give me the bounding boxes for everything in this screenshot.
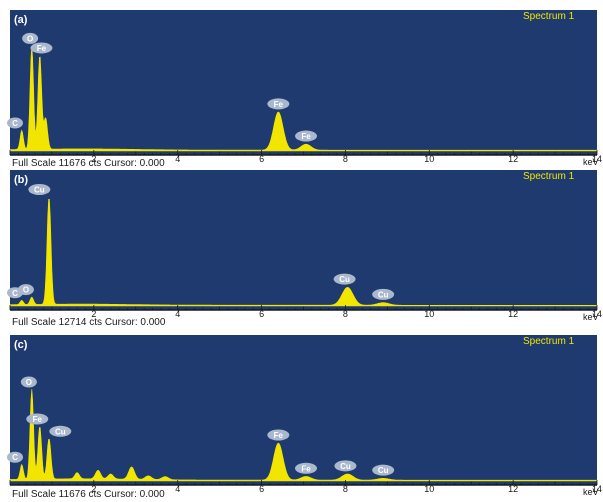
peak-label-text: Cu	[55, 427, 66, 436]
spectrum-series	[9, 389, 598, 482]
x-tick-label: 4	[175, 484, 180, 494]
x-tick-label: 14	[592, 484, 602, 494]
peak-label-fe: Fe	[295, 130, 318, 142]
peak-label-c: C	[7, 117, 23, 129]
x-tick-label: 6	[259, 154, 264, 164]
peak-label-badge	[7, 117, 23, 129]
peak-label-badge	[267, 429, 290, 441]
full-scale-readout: Full Scale 12714 cts Cursor: 0.000	[12, 317, 166, 328]
peak-label-fe: Fe	[267, 98, 290, 110]
peak-label-cu: Cu	[372, 464, 395, 476]
x-tick-label: 2	[91, 484, 96, 494]
peak-label-badge	[17, 284, 34, 296]
peak-label-cu: Cu	[333, 273, 356, 285]
x-tick-label: 6	[259, 484, 264, 494]
x-tick-label: 14	[592, 309, 602, 319]
peak-label-badge	[372, 464, 395, 476]
spectrum-title: Spectrum 1	[523, 171, 575, 182]
peak-label-badge	[20, 376, 37, 388]
peak-label-text: Fe	[274, 100, 284, 109]
peak-label-fe: Fe	[267, 429, 290, 441]
x-axis-unit: keV	[583, 157, 599, 167]
spectrum-series	[9, 45, 598, 152]
full-scale-readout: Full Scale 11676 cts Cursor: 0.000	[12, 158, 165, 169]
spectrum-title: Spectrum 1	[523, 11, 575, 22]
plot-background	[10, 335, 597, 485]
x-tick-label: 10	[424, 484, 434, 494]
peak-label-text: O	[27, 34, 33, 43]
peak-label-badge	[295, 130, 318, 142]
peak-label-text: Fe	[301, 132, 311, 141]
plot-background	[10, 170, 597, 310]
spectrum-series	[9, 199, 598, 307]
x-tick-label: 8	[343, 309, 348, 319]
panel-label: (b)	[14, 174, 28, 186]
x-tick-label: 4	[175, 154, 180, 164]
peak-label-badge	[22, 32, 39, 44]
peak-label-badge	[28, 183, 51, 195]
peak-label-text: Cu	[378, 466, 389, 475]
x-tick-label: 12	[508, 309, 518, 319]
peak-label-fe: Fe	[295, 462, 318, 474]
peak-label-cu: Cu	[334, 460, 357, 472]
peak-label-cu: Cu	[49, 425, 72, 437]
peak-label-fe: Fe	[30, 42, 53, 54]
peak-label-text: Cu	[339, 275, 350, 284]
peak-label-badge	[30, 42, 53, 54]
x-tick-label: 10	[424, 309, 434, 319]
peak-label-badge	[295, 462, 318, 474]
x-tick-label: 10	[424, 154, 434, 164]
peak-label-text: C	[12, 119, 18, 128]
x-tick-label: 6	[259, 309, 264, 319]
peak-label-text: O	[26, 378, 32, 387]
peak-label-badge	[26, 413, 49, 425]
x-axis-unit: keV	[583, 487, 599, 497]
peak-label-o: O	[22, 32, 39, 44]
peak-label-text: Fe	[301, 464, 311, 473]
peak-label-badge	[372, 288, 395, 300]
panel-label: (c)	[14, 339, 28, 351]
x-tick-label: 12	[508, 484, 518, 494]
x-tick-label: 2	[91, 154, 96, 164]
x-tick-label: 4	[175, 309, 180, 319]
peak-label-badge	[7, 451, 23, 463]
peak-label-cu: Cu	[28, 183, 51, 195]
peak-label-text: Cu	[340, 462, 351, 471]
x-tick-label: 12	[508, 154, 518, 164]
peak-label-text: C	[12, 453, 18, 462]
panel-label: (a)	[14, 14, 28, 26]
full-scale-readout: Full Scale 11676 cts Cursor: 0.000	[12, 489, 165, 500]
peak-label-text: O	[23, 286, 29, 295]
peak-label-text: Cu	[34, 185, 45, 194]
peak-label-badge	[267, 98, 290, 110]
spectrum-panel-3: (c) Spectrum 1 C O Fe Cu Fe Fe Cu Cu 2 4 6 8 10 12 14keV…	[7, 335, 602, 500]
x-axis-unit: keV	[583, 312, 599, 322]
peak-label-fe: Fe	[26, 413, 49, 425]
peak-label-o: O	[20, 376, 37, 388]
peak-label-text: C	[12, 289, 18, 298]
peak-label-text: Fe	[274, 431, 284, 440]
x-tick-label: 14	[592, 154, 602, 164]
peak-label-o: O	[17, 284, 34, 296]
x-tick-label: 8	[343, 154, 348, 164]
peak-label-badge	[49, 425, 72, 437]
peak-label-c: C	[7, 451, 23, 463]
peak-label-text: Fe	[37, 44, 47, 53]
x-tick-label: 8	[343, 484, 348, 494]
peak-label-text: Fe	[33, 415, 43, 424]
peak-label-text: Cu	[378, 290, 389, 299]
spectrum-title: Spectrum 1	[523, 336, 575, 347]
peak-label-cu: Cu	[372, 288, 395, 300]
x-tick-label: 2	[91, 309, 96, 319]
peak-label-badge	[333, 273, 356, 285]
peak-label-badge	[334, 460, 357, 472]
